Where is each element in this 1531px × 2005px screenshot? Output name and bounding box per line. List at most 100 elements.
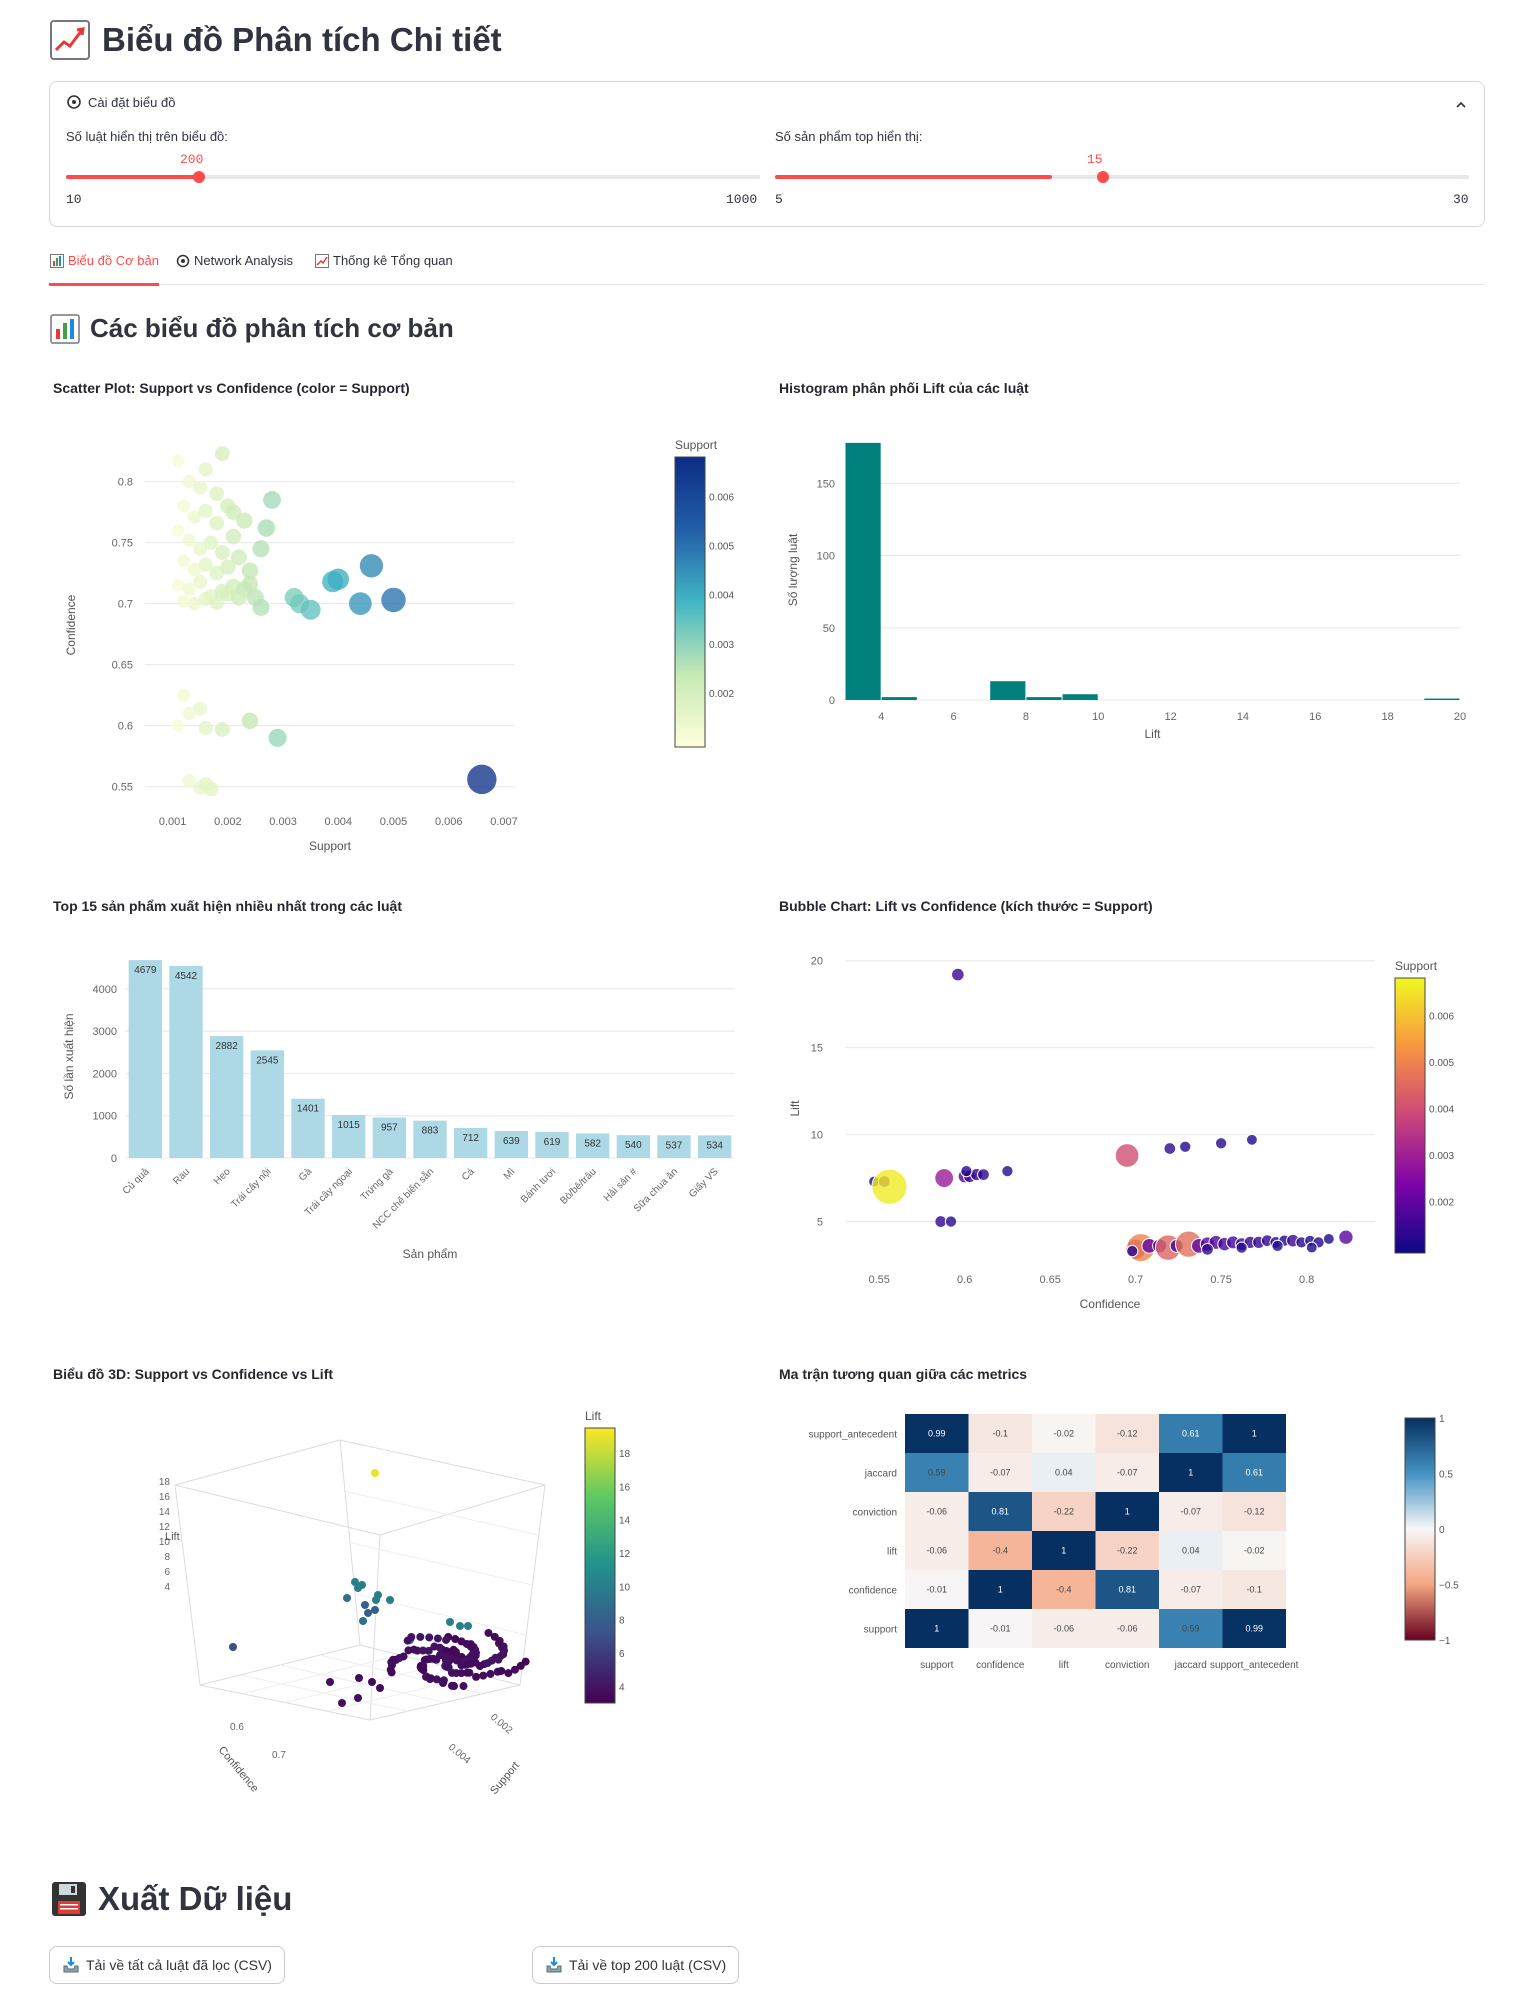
hist-x-tick: 4 bbox=[878, 711, 884, 723]
correlation-heatmap-chart[interactable]: 0.99 -0.1 -0.02 -0.12 0.61 1 0.59 -0.07 0.04 -0.0… bbox=[775, 1400, 1485, 1750]
scatter-point bbox=[177, 554, 191, 568]
heatmap-cell bbox=[1159, 1453, 1223, 1492]
top-y-label: Số lần xuất hiện bbox=[62, 1013, 76, 1099]
heatmap-cell bbox=[1032, 1609, 1096, 1648]
top-x-tick: Hải sản # bbox=[602, 1166, 640, 1204]
heatmap-cell bbox=[1159, 1492, 1223, 1531]
slider-rules-track[interactable] bbox=[66, 175, 760, 179]
scene-point bbox=[368, 1678, 376, 1686]
top-bar bbox=[331, 1115, 366, 1158]
bubble-point bbox=[1114, 1143, 1140, 1168]
scatter-y-tick: 0.55 bbox=[112, 782, 133, 794]
heatmap-cell bbox=[1032, 1531, 1096, 1570]
heatmap-cell-value: -0.12 bbox=[1244, 1507, 1265, 1517]
bubble-y-tick: 20 bbox=[811, 956, 823, 968]
heatmap-cell bbox=[1095, 1492, 1159, 1531]
page-title: Biểu đồ Phân tích Chi tiết bbox=[50, 20, 502, 60]
scene-point bbox=[358, 1581, 366, 1589]
scene-edge bbox=[174, 1439, 341, 1486]
scene-colorbar-tick: 4 bbox=[619, 1682, 625, 1693]
heatmap-cell-value: -0.4 bbox=[1056, 1585, 1072, 1595]
bubble-lift-confidence-chart[interactable]: 5 10 15 20 0.55 0.6 0.65 0.7 0.75 0.8 Confidence Li… bbox=[775, 940, 1485, 1320]
heatmap-cell bbox=[1032, 1570, 1096, 1609]
scene-edge bbox=[174, 1484, 381, 1536]
scatter-point bbox=[214, 446, 230, 462]
scatter-point bbox=[198, 557, 213, 572]
heatmap-cell bbox=[1095, 1609, 1159, 1648]
scene-gridline bbox=[349, 1542, 533, 1586]
scene-point bbox=[399, 1652, 408, 1661]
heatmap-cell bbox=[968, 1609, 1032, 1648]
heatmap-cell-value: -0.22 bbox=[1053, 1507, 1074, 1517]
download-top-rules-button[interactable]: Tải về top 200 luật (CSV) bbox=[532, 1946, 740, 1984]
scatter-point bbox=[204, 535, 219, 550]
top-x-tick: Bò/bê/trâu bbox=[558, 1166, 598, 1206]
scatter-x-tick: 0.006 bbox=[435, 816, 463, 828]
heatmap-cell-value: 0.59 bbox=[1182, 1624, 1200, 1634]
top-x-tick: Trứng gà bbox=[359, 1166, 396, 1203]
heatmap-cell-value: -0.01 bbox=[990, 1624, 1011, 1634]
scatter-colorbar-tick: 0.004 bbox=[709, 591, 734, 602]
heatmap-cell bbox=[905, 1414, 969, 1453]
heatmap-cell-value: 0.61 bbox=[1182, 1429, 1200, 1439]
top-bar bbox=[372, 1117, 407, 1158]
heatmap-cell bbox=[1222, 1531, 1286, 1570]
scatter-point bbox=[209, 486, 225, 502]
scatter-point bbox=[177, 499, 191, 513]
scatter-3d-chart[interactable]: 4 6 8 10 12 14 16 18 Lift 0.6 0.7 Confidence 0.002 0.… bbox=[130, 1400, 750, 1820]
scene-z-tick: 18 bbox=[159, 1477, 171, 1488]
scene-point bbox=[452, 1656, 461, 1665]
slider-products-thumb[interactable] bbox=[1097, 171, 1109, 183]
scene-y-tick: 0.7 bbox=[272, 1750, 286, 1761]
tab-basic-charts[interactable]: Biểu đồ Cơ bản bbox=[50, 253, 159, 268]
scatter-point bbox=[252, 540, 270, 558]
heatmap-colorbar-tick: −1 bbox=[1439, 1636, 1451, 1647]
heatmap-row-label: confidence bbox=[849, 1586, 898, 1597]
slider-products-value: 15 bbox=[1087, 152, 1103, 167]
hist-y-tick: 50 bbox=[823, 623, 835, 635]
top-bar-value: 1015 bbox=[338, 1120, 361, 1131]
scatter-point bbox=[198, 591, 213, 606]
top-bar-value: 537 bbox=[666, 1140, 683, 1151]
scene-point bbox=[466, 1642, 475, 1651]
download-all-rules-button[interactable]: Tải về tất cả luật đã lọc (CSV) bbox=[49, 1946, 285, 1984]
heatmap-cell bbox=[1095, 1570, 1159, 1609]
scatter-point bbox=[241, 562, 259, 579]
tab-network-analysis[interactable]: Network Analysis bbox=[176, 253, 293, 268]
tab-overview-stats[interactable]: Thống kê Tổng quan bbox=[315, 253, 453, 268]
top-bar bbox=[697, 1135, 732, 1158]
heatmap-cell-value: -0.07 bbox=[1180, 1585, 1201, 1595]
bubble-x-tick: 0.6 bbox=[957, 1274, 972, 1286]
heatmap-cell-value: -0.06 bbox=[926, 1546, 947, 1556]
heatmap-cell bbox=[905, 1570, 969, 1609]
scene-point bbox=[361, 1601, 369, 1609]
hist-x-tick: 20 bbox=[1454, 711, 1466, 723]
expander-header[interactable]: Cài đặt biểu đồ bbox=[66, 94, 175, 110]
heatmap-cell bbox=[968, 1453, 1032, 1492]
heatmap-cell-value: -0.06 bbox=[1053, 1624, 1074, 1634]
scene-point bbox=[343, 1594, 351, 1602]
slider-products-track[interactable] bbox=[775, 175, 1469, 179]
scatter-point bbox=[209, 595, 225, 610]
bubble-point bbox=[1245, 1133, 1258, 1146]
bubble-x-tick: 0.65 bbox=[1039, 1274, 1060, 1286]
top-bar bbox=[413, 1120, 447, 1158]
scatter-point bbox=[193, 701, 208, 716]
lift-histogram-chart[interactable]: 0 50 100 150 4 6 8 10 12 14 16 18 20 Lift Số lượng luậ… bbox=[775, 420, 1485, 750]
scatter-point bbox=[198, 462, 213, 477]
heatmap-cell bbox=[1222, 1492, 1286, 1531]
tab-divider bbox=[49, 284, 1485, 285]
slider-products-min: 5 bbox=[775, 192, 783, 207]
top-bar-value: 534 bbox=[706, 1140, 723, 1151]
chevron-up-icon[interactable] bbox=[1454, 98, 1468, 112]
heatmap-cell bbox=[1222, 1453, 1286, 1492]
scene-point bbox=[432, 1675, 441, 1684]
tab-overview-stats-label: Thống kê Tổng quan bbox=[333, 253, 453, 268]
slider-rules-thumb[interactable] bbox=[193, 171, 205, 183]
top-x-tick: Sữa chua ăn bbox=[632, 1166, 680, 1214]
top-products-bar-chart[interactable]: 0 1000 2000 3000 4000 4679 Củ quả 4542 Rau 2882 He… bbox=[45, 940, 755, 1280]
scatter-y-label: Confidence bbox=[64, 594, 78, 655]
chart-settings-expander[interactable]: Cài đặt biểu đồ Số luật hiển thị trên bi… bbox=[49, 81, 1485, 227]
scatter-support-confidence-chart[interactable]: 0.55 0.6 0.65 0.7 0.75 0.8 0.001 0.002 0.003 0.00… bbox=[45, 420, 745, 860]
section-title-text: Các biểu đồ phân tích cơ bản bbox=[90, 313, 454, 343]
